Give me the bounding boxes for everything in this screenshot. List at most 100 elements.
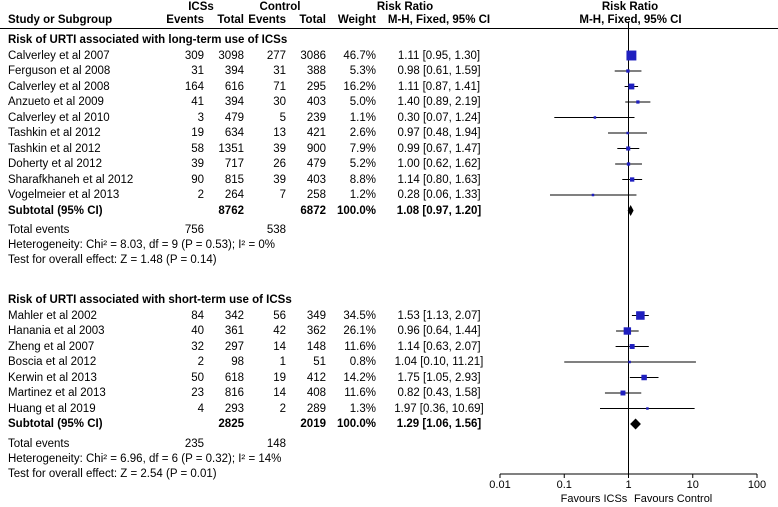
group1-header: ICSs — [188, 1, 214, 13]
effect-square — [626, 50, 637, 61]
study-risk-ratio: 1.53 [1.13, 2.07] — [397, 309, 481, 322]
events-control: 71 — [273, 80, 286, 93]
effect-square — [626, 162, 631, 166]
effect-square — [623, 327, 632, 335]
study-name: Kerwin et al 2013 — [8, 371, 97, 384]
total-ics: 98 — [231, 356, 244, 368]
study-name: Vogelmeier et al 2013 — [8, 189, 120, 201]
favours-left-label: Favours ICSs — [560, 493, 628, 505]
total-ics: 297 — [224, 340, 244, 353]
total-control: 900 — [306, 142, 326, 155]
subtotal-weight: 100.0% — [336, 204, 376, 217]
overall-effect-text: Test for overall effect: Z = 2.54 (P = 0… — [8, 467, 217, 480]
events-ics: 309 — [184, 49, 204, 62]
events-control: 5 — [279, 111, 286, 124]
x-tick-label: 100 — [747, 479, 767, 491]
effect-square — [630, 177, 635, 182]
effect-square — [628, 83, 635, 90]
study-name: Huang et al 2019 — [8, 402, 96, 415]
overall-effect-text: Test for overall effect: Z = 1.48 (P = 0… — [8, 254, 217, 266]
total-ics: 3098 — [218, 49, 244, 62]
total-control: 51 — [313, 356, 326, 368]
events-ics: 41 — [191, 96, 204, 108]
x-tick-label: 0.01 — [489, 479, 511, 491]
pooled-diamond — [627, 205, 634, 216]
study-weight: 5.3% — [349, 65, 376, 77]
study-risk-ratio: 0.98 [0.61, 1.59] — [397, 65, 481, 77]
study-risk-ratio: 0.99 [0.67, 1.47] — [397, 142, 481, 155]
study-weight: 7.9% — [349, 142, 376, 155]
x-tick-label: 1 — [625, 479, 632, 491]
total-ics: 394 — [224, 96, 244, 108]
subtotal-label: Subtotal (95% CI) — [8, 418, 103, 430]
total-control: 412 — [306, 371, 326, 384]
effect-square — [636, 311, 645, 320]
events-ics: 19 — [191, 127, 204, 139]
subtotal-total-ics: 8762 — [218, 204, 244, 217]
x-tick-label: 0.1 — [556, 479, 572, 491]
events-ics: 32 — [191, 340, 204, 353]
study-risk-ratio: 1.14 [0.80, 1.63] — [397, 173, 481, 186]
events-ics: 39 — [191, 158, 204, 170]
study-weight: 46.7% — [343, 49, 376, 62]
effect-square — [628, 360, 631, 364]
study-weight: 2.6% — [349, 127, 376, 139]
total-control: 3086 — [300, 49, 326, 62]
study-weight: 8.8% — [349, 173, 376, 186]
col-total1: Total — [217, 14, 244, 26]
events-control: 13 — [273, 127, 286, 139]
events-ics: 31 — [191, 65, 204, 77]
events-ics: 40 — [191, 325, 204, 337]
heterogeneity-text: Heterogeneity: Chi² = 8.03, df = 9 (P = … — [8, 239, 275, 251]
events-ics: 164 — [184, 80, 204, 93]
x-tick-label: 10 — [686, 479, 699, 491]
subtotal-label: Subtotal (95% CI) — [8, 204, 103, 217]
total-ics: 816 — [224, 387, 244, 399]
study-risk-ratio: 0.30 [0.07, 1.24] — [397, 111, 481, 124]
study-risk-ratio: 1.04 [0.10, 11.21] — [394, 356, 484, 368]
study-weight: 16.2% — [343, 80, 376, 93]
study-risk-ratio: 0.96 [0.64, 1.44] — [397, 325, 481, 337]
study-name: Calverley et al 2007 — [8, 49, 110, 62]
col-events2: Events — [248, 14, 286, 26]
events-control: 56 — [273, 309, 286, 322]
effect-square — [636, 100, 640, 104]
total-control: 421 — [306, 127, 326, 139]
total-events-control: 538 — [266, 224, 286, 236]
total-ics: 342 — [224, 309, 244, 322]
total-ics: 616 — [224, 80, 244, 93]
subtotal-risk-ratio: 1.29 [1.06, 1.56] — [396, 418, 482, 430]
total-ics: 394 — [224, 65, 244, 77]
total-ics: 717 — [224, 158, 244, 170]
events-control: 2 — [279, 402, 286, 415]
effect-square — [626, 131, 629, 135]
events-control: 26 — [273, 158, 286, 170]
events-control: 42 — [273, 325, 286, 337]
events-control: 277 — [266, 49, 286, 62]
events-ics: 2 — [197, 356, 204, 368]
col-method-right: M-H, Fixed, 95% CI — [579, 14, 682, 26]
total-ics: 815 — [224, 173, 244, 186]
total-control: 239 — [306, 111, 326, 124]
study-name: Ferguson et al 2008 — [8, 65, 111, 77]
favours-right-label: Favours Control — [634, 493, 713, 505]
study-risk-ratio: 0.28 [0.06, 1.33] — [397, 189, 481, 201]
total-ics: 361 — [224, 325, 244, 337]
total-events-ics: 235 — [184, 437, 204, 450]
study-weight: 5.0% — [349, 96, 376, 108]
total-control: 289 — [306, 402, 326, 415]
col-total2: Total — [299, 14, 326, 26]
events-ics: 2 — [197, 189, 204, 201]
total-control: 479 — [306, 158, 326, 170]
events-control: 31 — [273, 65, 286, 77]
rr-title-right: Risk Ratio — [601, 1, 659, 13]
subtotal-total-control: 2019 — [300, 418, 326, 430]
events-ics: 84 — [191, 309, 204, 322]
study-risk-ratio: 1.40 [0.89, 2.19] — [397, 96, 481, 108]
total-control: 388 — [306, 65, 326, 77]
effect-square — [641, 374, 647, 381]
events-control: 7 — [279, 189, 286, 201]
study-risk-ratio: 1.11 [0.95, 1.30] — [397, 49, 481, 62]
events-ics: 4 — [197, 402, 204, 415]
events-ics: 50 — [191, 371, 204, 384]
